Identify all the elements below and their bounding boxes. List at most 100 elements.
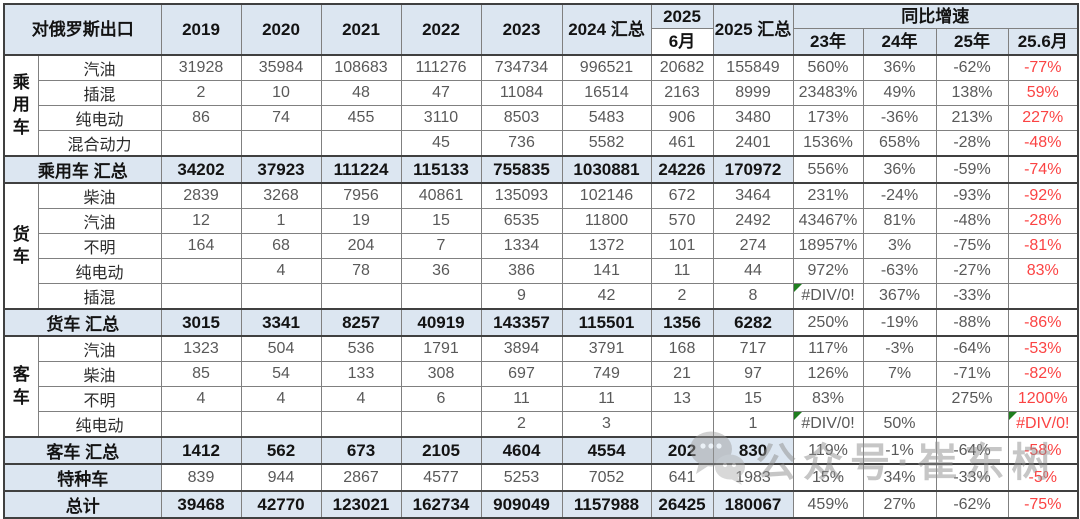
cell: -28%	[1007, 208, 1079, 234]
cell: 143357	[480, 308, 563, 337]
table-row: 混合动力 45 736 5582 461 2401 1536% 658% -28% -48%	[4, 130, 1079, 157]
cell: -28%	[935, 130, 1009, 157]
cell: #DIV/0!	[1007, 411, 1079, 438]
cell: 1791	[400, 335, 482, 362]
cell: -62%	[935, 54, 1009, 81]
cell: 274	[712, 233, 794, 259]
cell: 6535	[480, 208, 563, 234]
cell	[320, 411, 402, 438]
cell: -33%	[935, 463, 1009, 492]
cell: 2	[480, 411, 563, 438]
col-2025-june: 6月	[650, 28, 714, 56]
col-2019: 2019	[160, 3, 242, 56]
cell: 3	[561, 411, 652, 438]
col-growth-25-6: 25.6月	[1007, 28, 1079, 56]
row-label: 特种车	[3, 463, 162, 492]
cell: 15	[400, 208, 482, 234]
cell: 8	[712, 283, 794, 310]
cell: 717	[712, 335, 794, 362]
cell: 16514	[561, 80, 652, 106]
cell: -86%	[1007, 308, 1079, 337]
cell: -77%	[1007, 54, 1079, 81]
cell: 59%	[1007, 80, 1079, 106]
table-row: 特种车 839 944 2867 4577 5253 7052 641 1983 15% 34% -3…	[3, 463, 1079, 492]
cell: 1372	[561, 233, 652, 259]
table-row: 纯电动 2 3 1 #DIV/0! 50% #DIV/0!	[4, 411, 1079, 438]
cell: 108683	[320, 54, 402, 81]
cell: 141	[561, 258, 652, 284]
cell: -63%	[862, 258, 937, 284]
cell: 367%	[862, 283, 937, 310]
cell: 839	[160, 463, 242, 492]
table-body: 乘 用 车汽油 31928 35984 108683 111276 734734 99652…	[3, 54, 1079, 519]
cell: 2401	[712, 130, 794, 157]
cell: 204	[320, 233, 402, 259]
cell: -19%	[862, 308, 937, 337]
cell: 734734	[480, 54, 563, 81]
cell: 45	[400, 130, 482, 157]
cell: 15%	[792, 463, 864, 492]
cell: 117%	[792, 335, 864, 362]
cell: 3480	[712, 105, 794, 131]
cell: 36	[400, 258, 482, 284]
cell: 37923	[240, 155, 322, 184]
cell: 570	[650, 208, 714, 234]
cell: 74	[240, 105, 322, 131]
col-2020: 2020	[240, 3, 322, 56]
cell: 461	[650, 130, 714, 157]
cell: 11	[561, 386, 652, 412]
cell	[400, 411, 482, 438]
cell: 3464	[712, 182, 794, 209]
cell: 173%	[792, 105, 864, 131]
cell	[320, 130, 402, 157]
cell: 68	[240, 233, 322, 259]
cell: 3110	[400, 105, 482, 131]
row-label: 柴油	[37, 361, 162, 387]
cell: -36%	[862, 105, 937, 131]
cell	[400, 283, 482, 310]
col-growth-24: 24年	[862, 28, 937, 56]
cell: 3894	[480, 335, 563, 362]
cell: 1356	[650, 308, 714, 337]
cell: 36%	[862, 54, 937, 81]
table-title: 对俄罗斯出口	[3, 3, 162, 56]
table-row: 纯电动 4 78 36 386 141 11 44 972% -63% -27% 83%	[4, 258, 1079, 284]
cell: 2105	[400, 436, 482, 465]
cell: 4554	[561, 436, 652, 465]
cell: 556%	[792, 155, 864, 184]
cell: -53%	[1007, 335, 1079, 362]
cell: 697	[480, 361, 563, 387]
table-row: 不明 4 4 4 6 11 11 13 15 83% 275% 1200%	[4, 386, 1079, 412]
cell: -64%	[935, 436, 1009, 465]
cell: 504	[240, 335, 322, 362]
cell: 231%	[792, 182, 864, 209]
row-label: 汽油	[37, 208, 162, 234]
cell: -3%	[862, 335, 937, 362]
cell: 996521	[561, 54, 652, 81]
cell: 8257	[320, 308, 402, 337]
cell: 31928	[160, 54, 242, 81]
cell: 4	[240, 258, 322, 284]
cell: -33%	[935, 283, 1009, 310]
cell: 8999	[712, 80, 794, 106]
cell: 119%	[792, 436, 864, 465]
cell: 85	[160, 361, 242, 387]
cell: 83%	[1007, 258, 1079, 284]
cell: 133	[320, 361, 402, 387]
cell: 10	[240, 80, 322, 106]
cell: -48%	[1007, 130, 1079, 157]
cell: 23483%	[792, 80, 864, 106]
col-2024-total: 2024 汇总	[561, 3, 652, 56]
row-label: 不明	[37, 386, 162, 412]
col-growth-25: 25年	[935, 28, 1009, 56]
cell: 7956	[320, 182, 402, 209]
cell	[320, 283, 402, 310]
cell: 34202	[160, 155, 242, 184]
cell: 2	[160, 80, 242, 106]
header-row-1: 对俄罗斯出口 2019 2020 2021 2022 2023 2024 汇总 …	[3, 3, 1079, 56]
cell: 5582	[561, 130, 652, 157]
table-row: 货车 汇总 3015 3341 8257 40919 143357 115501 1356 62…	[3, 308, 1079, 337]
table-row: 纯电动 86 74 455 3110 8503 5483 906 3480 173% -36% 213…	[4, 105, 1079, 131]
cell: 111276	[400, 54, 482, 81]
cell: 83%	[792, 386, 864, 412]
